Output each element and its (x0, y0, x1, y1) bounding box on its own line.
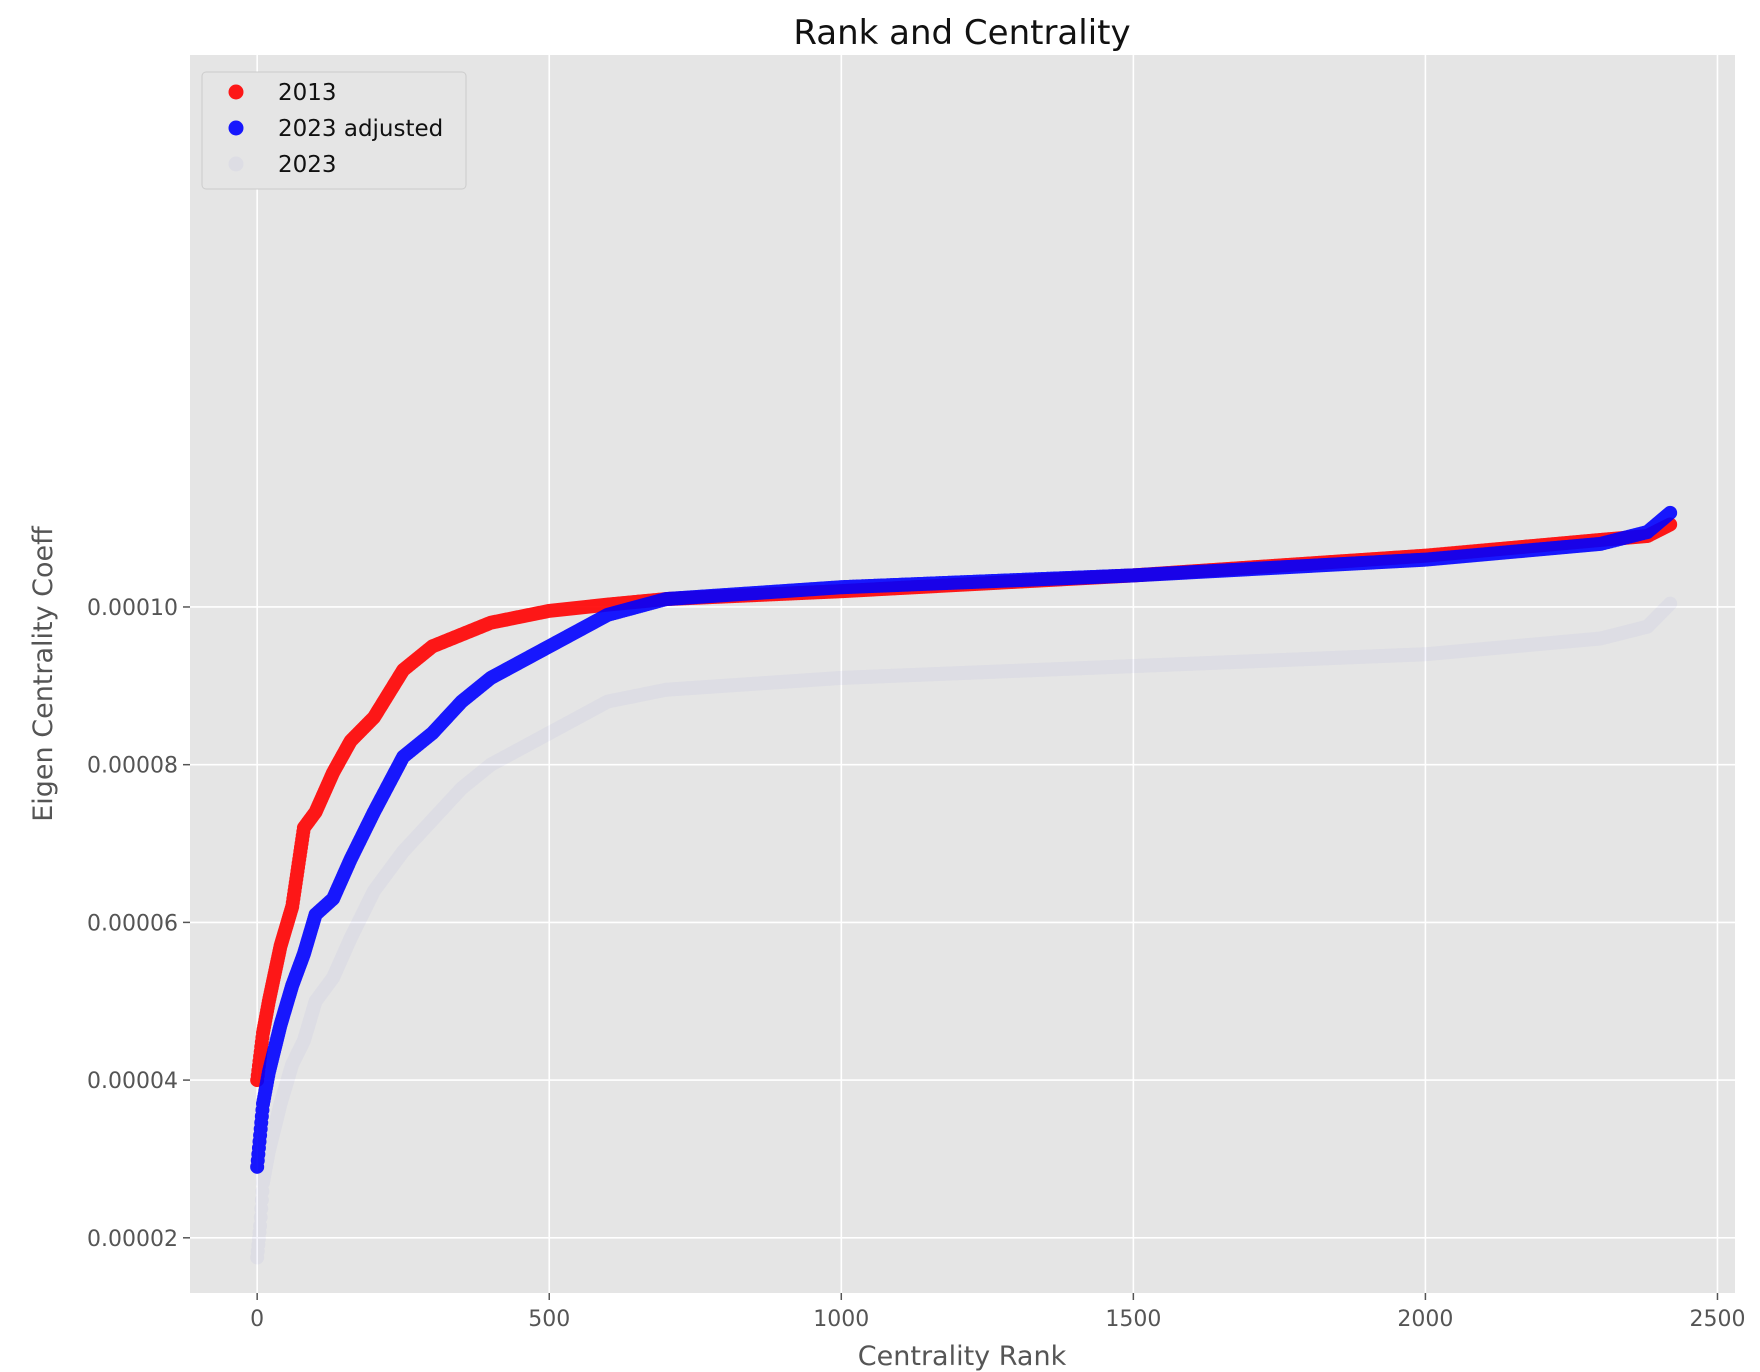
y-tick-label: 0.00004 (87, 1069, 178, 1094)
legend-marker (228, 120, 244, 136)
chart-title: Rank and Centrality (793, 13, 1130, 53)
x-tick-label: 0 (250, 1307, 264, 1332)
axis-ticks: 0 500 1000 1500 2000 2500 0.00002 0.00004 0.0000… (87, 596, 1745, 1332)
y-tick-label: 0.00008 (87, 754, 178, 779)
y-axis-label: Eigen Centrality Coeff (28, 525, 59, 822)
legend-marker (228, 156, 244, 172)
x-axis-label: Centrality Rank (858, 1341, 1067, 1372)
plot-background (190, 55, 1735, 1293)
y-tick-label: 0.00010 (87, 596, 178, 621)
x-tick-label: 500 (528, 1307, 570, 1332)
y-tick-label: 0.00002 (87, 1227, 178, 1252)
legend-label: 2023 (278, 152, 337, 178)
y-tick-label: 0.00006 (87, 911, 178, 936)
legend-label: 2023 adjusted (278, 116, 443, 142)
x-tick-label: 2500 (1689, 1307, 1745, 1332)
x-tick-label: 1500 (1105, 1307, 1161, 1332)
legend-marker (228, 84, 244, 100)
legend-box (201, 71, 467, 190)
legend-label: 2013 (278, 80, 337, 106)
legend: 2013 2023 adjusted 2023 (201, 71, 467, 190)
grid (190, 55, 1735, 1293)
x-tick-label: 1000 (813, 1307, 869, 1332)
x-tick-label: 2000 (1397, 1307, 1453, 1332)
